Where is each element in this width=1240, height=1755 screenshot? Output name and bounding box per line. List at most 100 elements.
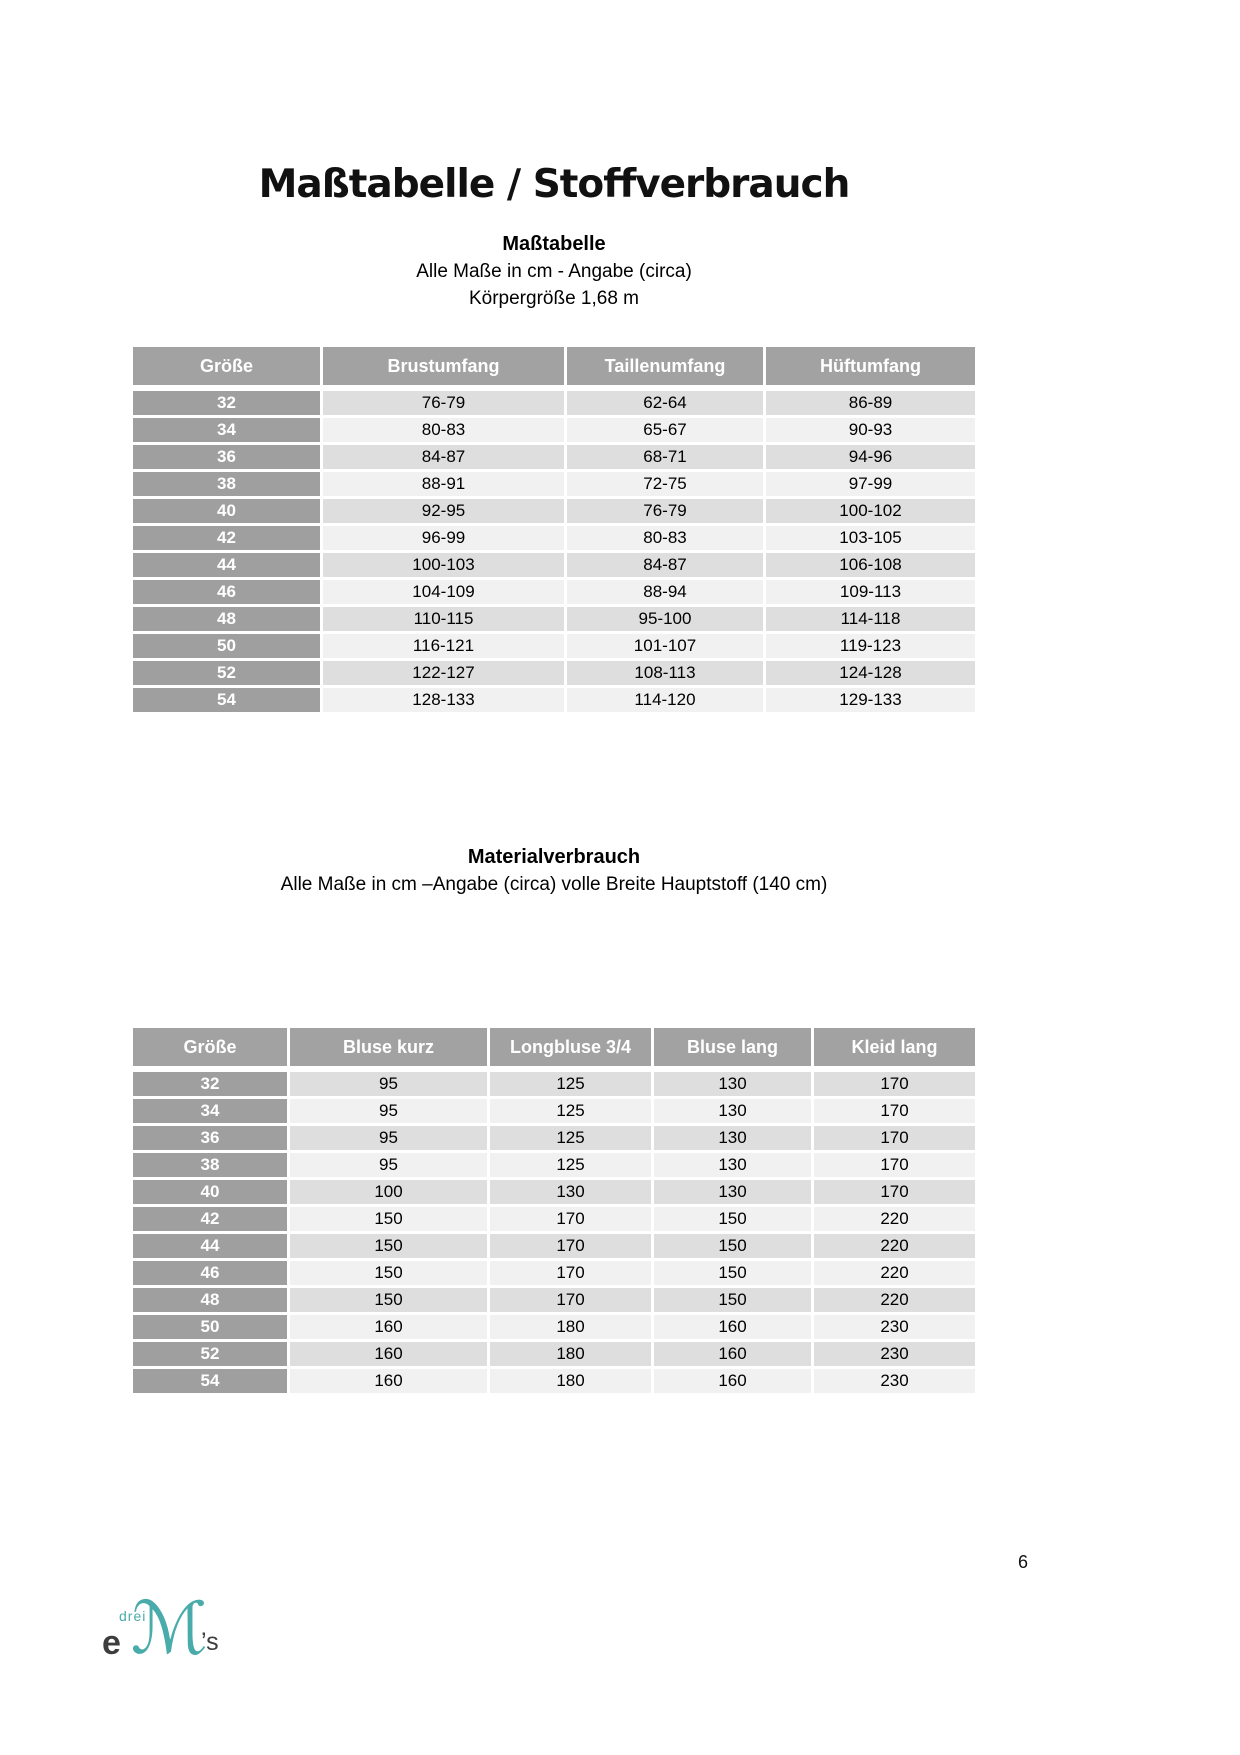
table-row: 46 104-109 88-94 109-113 [133, 580, 975, 604]
table-row: 38 95 125 130 170 [133, 1153, 975, 1177]
data-cell: 80-83 [323, 418, 564, 442]
data-cell: 130 [654, 1153, 811, 1177]
table-row: 44 150 170 150 220 [133, 1234, 975, 1258]
data-cell: 110-115 [323, 607, 564, 631]
table-row: 54 128-133 114-120 129-133 [133, 688, 975, 712]
table-row: 54 160 180 160 230 [133, 1369, 975, 1393]
data-cell: 104-109 [323, 580, 564, 604]
data-cell: 129-133 [766, 688, 975, 712]
data-cell: 101-107 [567, 634, 763, 658]
table-row: 46 150 170 150 220 [133, 1261, 975, 1285]
size-cell: 42 [133, 1207, 287, 1231]
data-cell: 150 [654, 1288, 811, 1312]
logo-text-apostrophe-s: ’s [201, 1628, 219, 1656]
data-cell: 84-87 [323, 445, 564, 469]
table-row: 32 76-79 62-64 86-89 [133, 391, 975, 415]
data-cell: 68-71 [567, 445, 763, 469]
data-cell: 95 [290, 1099, 487, 1123]
data-cell: 65-67 [567, 418, 763, 442]
size-cell: 34 [133, 1099, 287, 1123]
data-cell: 160 [654, 1369, 811, 1393]
logo-text-e: e [102, 1624, 121, 1662]
data-cell: 150 [654, 1207, 811, 1231]
data-cell: 150 [290, 1288, 487, 1312]
data-cell: 170 [814, 1153, 975, 1177]
data-cell: 170 [814, 1126, 975, 1150]
size-cell: 36 [133, 445, 320, 469]
brand-logo: drei ℳ e ’s [95, 1586, 255, 1708]
column-header: Brustumfang [323, 347, 564, 385]
data-cell: 180 [490, 1369, 651, 1393]
table-row: 32 95 125 130 170 [133, 1072, 975, 1096]
table-row: 36 95 125 130 170 [133, 1126, 975, 1150]
data-cell: 170 [814, 1099, 975, 1123]
data-cell: 160 [290, 1369, 487, 1393]
size-cell: 50 [133, 1315, 287, 1339]
logo-script-m: ℳ [131, 1586, 208, 1670]
data-cell: 109-113 [766, 580, 975, 604]
data-cell: 150 [290, 1261, 487, 1285]
data-cell: 97-99 [766, 472, 975, 496]
data-cell: 230 [814, 1369, 975, 1393]
size-cell: 40 [133, 1180, 287, 1204]
data-cell: 220 [814, 1234, 975, 1258]
data-cell: 62-64 [567, 391, 763, 415]
column-header: Bluse kurz [290, 1028, 487, 1066]
data-cell: 125 [490, 1153, 651, 1177]
size-cell: 32 [133, 391, 320, 415]
size-cell: 40 [133, 499, 320, 523]
data-cell: 76-79 [323, 391, 564, 415]
data-cell: 95-100 [567, 607, 763, 631]
page-title: Maßtabelle / Stoffverbrauch [258, 162, 851, 207]
data-cell: 76-79 [567, 499, 763, 523]
data-cell: 170 [814, 1072, 975, 1096]
table-row: 48 150 170 150 220 [133, 1288, 975, 1312]
size-cell: 48 [133, 607, 320, 631]
size-cell: 36 [133, 1126, 287, 1150]
data-cell: 160 [654, 1315, 811, 1339]
data-cell: 160 [654, 1342, 811, 1366]
data-cell: 100-102 [766, 499, 975, 523]
data-cell: 170 [814, 1180, 975, 1204]
data-cell: 130 [654, 1180, 811, 1204]
size-cell: 46 [133, 1261, 287, 1285]
size-cell: 44 [133, 553, 320, 577]
data-cell: 125 [490, 1126, 651, 1150]
data-cell: 90-93 [766, 418, 975, 442]
data-cell: 116-121 [323, 634, 564, 658]
materialverbrauch-table: Größe Bluse kurz Longbluse 3/4 Bluse lang Kl… [133, 1028, 975, 1393]
data-cell: 150 [290, 1234, 487, 1258]
data-cell: 125 [490, 1099, 651, 1123]
column-header: Größe [133, 347, 320, 385]
data-cell: 180 [490, 1315, 651, 1339]
size-cell: 38 [133, 1153, 287, 1177]
table-row: 40 92-95 76-79 100-102 [133, 499, 975, 523]
size-cell: 54 [133, 688, 320, 712]
data-cell: 106-108 [766, 553, 975, 577]
data-cell: 94-96 [766, 445, 975, 469]
logo-text-drei: drei [119, 1608, 147, 1624]
size-cell: 34 [133, 418, 320, 442]
size-cell: 42 [133, 526, 320, 550]
table-row: 50 160 180 160 230 [133, 1315, 975, 1339]
data-cell: 119-123 [766, 634, 975, 658]
column-header: Taillenumfang [567, 347, 763, 385]
table-row: 38 88-91 72-75 97-99 [133, 472, 975, 496]
masstabelle-heading: Maßtabelle [502, 233, 606, 255]
data-cell: 170 [490, 1288, 651, 1312]
table-row: 42 150 170 150 220 [133, 1207, 975, 1231]
column-header: Kleid lang [814, 1028, 975, 1066]
data-cell: 150 [290, 1207, 487, 1231]
data-cell: 220 [814, 1207, 975, 1231]
column-header: Longbluse 3/4 [490, 1028, 651, 1066]
data-cell: 220 [814, 1288, 975, 1312]
data-cell: 114-118 [766, 607, 975, 631]
table-row: 48 110-115 95-100 114-118 [133, 607, 975, 631]
size-cell: 38 [133, 472, 320, 496]
data-cell: 160 [290, 1315, 487, 1339]
size-cell: 46 [133, 580, 320, 604]
table-header-row: Größe Brustumfang Taillenumfang Hüftumfang [133, 347, 975, 385]
data-cell: 72-75 [567, 472, 763, 496]
size-cell: 48 [133, 1288, 287, 1312]
